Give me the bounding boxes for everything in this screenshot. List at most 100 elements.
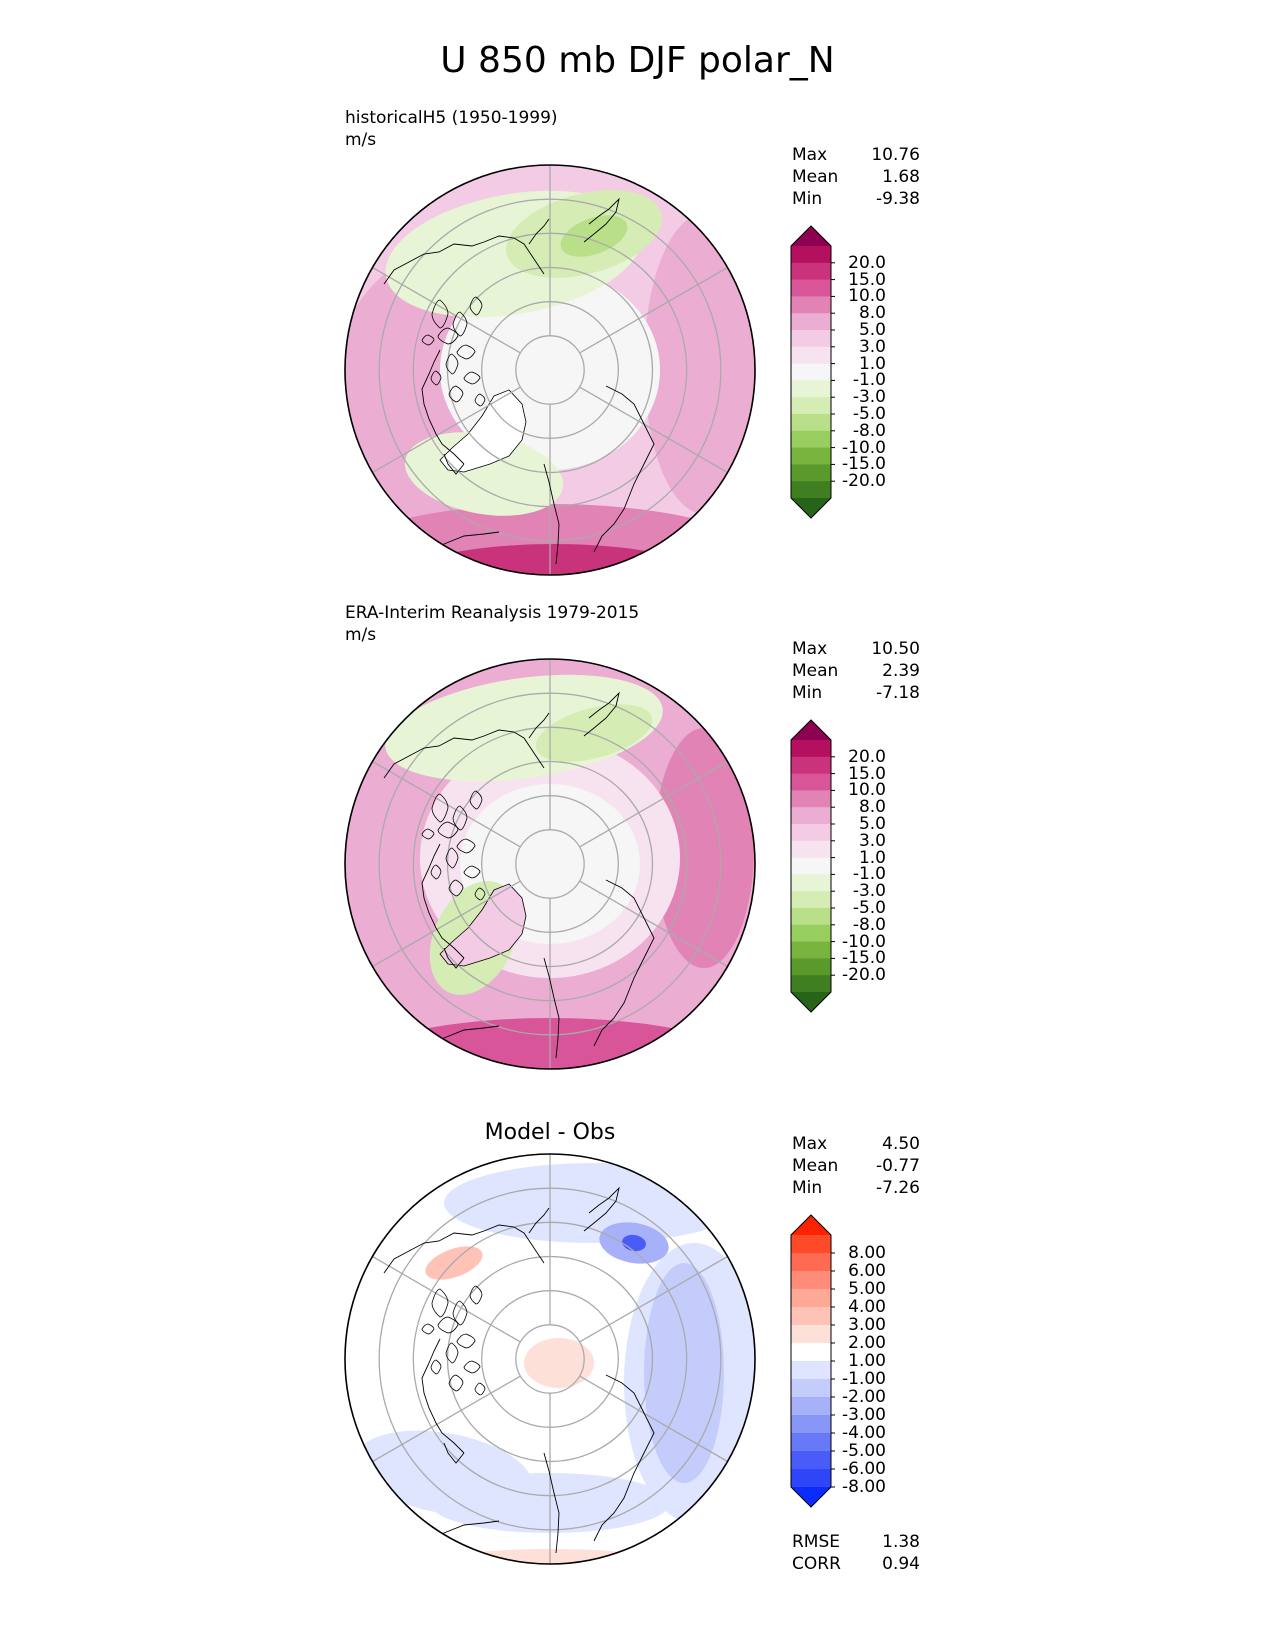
colorbar-swatch xyxy=(791,908,831,926)
island-coastline xyxy=(452,1300,468,1326)
obs-colorbar xyxy=(790,719,835,1013)
coastline-segment xyxy=(421,1338,465,1454)
colorbar-swatch xyxy=(791,1451,831,1470)
obs-polar-map xyxy=(344,658,756,1070)
meridian-line xyxy=(579,1375,728,1463)
negative-difference-region xyxy=(644,1263,724,1483)
island-coastline xyxy=(421,334,435,346)
colorbar-swatch xyxy=(791,807,831,825)
island-coastline xyxy=(437,1316,459,1334)
island-coastline xyxy=(474,393,486,407)
obs-stat-min: Min -7.18 xyxy=(792,683,920,703)
graticule xyxy=(372,165,728,575)
colorbar-tick-label: -8.00 xyxy=(842,1477,886,1497)
colorbar-tick-label: -3.0 xyxy=(852,387,886,408)
colorbar-tick-label: -5.0 xyxy=(852,898,886,918)
colorbar-swatch xyxy=(791,279,831,297)
coastline-segment xyxy=(421,349,465,465)
island-coastline xyxy=(430,370,442,386)
meridian-line xyxy=(372,880,521,968)
colorbar-swatch xyxy=(791,330,831,348)
meridian-line xyxy=(372,1375,521,1463)
colorbar-tick-label: -5.00 xyxy=(842,1441,886,1461)
island-coastline xyxy=(431,299,449,329)
coastline-segment xyxy=(421,843,465,959)
positive-wind-region xyxy=(644,214,755,514)
coastline xyxy=(383,1186,655,1564)
island-coastline xyxy=(437,327,459,345)
map-field xyxy=(345,165,755,575)
colorbar-swatch xyxy=(791,1415,831,1434)
coastline-segment xyxy=(383,235,545,285)
colorbar-swatch xyxy=(791,1469,831,1488)
coastline-segment xyxy=(543,463,560,565)
colorbar-swatch xyxy=(791,262,831,281)
map-boundary xyxy=(344,658,756,1070)
colorbar-tick-label: 3.0 xyxy=(858,336,886,357)
colorbar-tick-label: -6.00 xyxy=(842,1459,886,1479)
colorbar-tick-label: 4.00 xyxy=(848,1297,886,1317)
map-boundary xyxy=(344,1153,756,1565)
colorbar-swatch xyxy=(791,346,831,365)
diff-panel-title: Model - Obs xyxy=(484,1120,616,1145)
colorbar-swatch xyxy=(791,1253,831,1272)
negative-wind-region xyxy=(404,432,564,516)
colorbar-tick-label: -4.00 xyxy=(842,1423,886,1443)
colorbar-swatch xyxy=(791,246,831,264)
model-colorbar xyxy=(790,225,835,519)
meridian-line xyxy=(579,760,728,848)
negative-wind-region xyxy=(535,704,653,762)
model-polar-map xyxy=(344,164,756,576)
coastline-segment xyxy=(583,691,620,737)
colorbar-swatch xyxy=(791,414,831,432)
colorbar-swatch xyxy=(791,1271,831,1290)
diff-stat-mean: Mean -0.77 xyxy=(792,1156,920,1176)
colorbar-tick-label: -15.0 xyxy=(842,948,886,969)
colorbar-top-extension xyxy=(791,720,831,740)
island-coastline xyxy=(431,793,449,823)
island-coastline xyxy=(445,353,459,375)
meridian-line xyxy=(372,1255,521,1343)
obs-panel-title: ERA-Interim Reanalysis 1979-2015 m/s xyxy=(345,602,639,646)
colorbar-swatch xyxy=(791,740,831,758)
colorbar-top-extension xyxy=(791,226,831,246)
positive-difference-region xyxy=(524,1338,594,1388)
colorbar-tick-label: -1.0 xyxy=(852,864,886,885)
model-panel-title: historicalH5 (1950-1999) m/s xyxy=(345,107,558,151)
meridian-line xyxy=(372,760,521,848)
map-field xyxy=(345,1154,755,1564)
obs-stat-max: Max 10.50 xyxy=(792,639,920,659)
coastline-segment xyxy=(593,1374,655,1542)
colorbar-swatch xyxy=(791,1325,831,1344)
colorbar-tick-label: 8.0 xyxy=(858,797,886,818)
colorbar-swatch xyxy=(791,958,831,976)
figure-title: U 850 mb DJF polar_N xyxy=(440,40,835,81)
colorbar-tick-label: 10.0 xyxy=(848,780,886,801)
diff-metric-corr: CORR 0.94 xyxy=(792,1554,920,1574)
colorbar-tick-label: -20.0 xyxy=(842,471,886,492)
meridian-line xyxy=(579,880,728,968)
colorbar-top-extension xyxy=(791,1215,831,1235)
colorbar-swatch xyxy=(791,363,831,381)
meridian-line xyxy=(372,386,521,474)
strong-negative-wind-region xyxy=(560,215,628,257)
colorbar-tick-label: 6.00 xyxy=(848,1261,886,1281)
coastline-segment xyxy=(543,1452,560,1554)
island-coastline xyxy=(421,1323,435,1335)
colorbar-swatch xyxy=(791,975,831,993)
colorbar-swatch xyxy=(791,430,831,449)
coastline-segment xyxy=(443,1442,465,1464)
obs-dataset-label: ERA-Interim Reanalysis 1979-2015 xyxy=(345,603,640,623)
coastline-segment xyxy=(528,1207,550,1234)
colorbar-swatch xyxy=(791,380,831,398)
colorbar-tick-label: 20.0 xyxy=(848,252,886,273)
colorbar-tick-label: -1.0 xyxy=(852,370,886,391)
island-coastline xyxy=(469,1285,483,1305)
diff-stat-min: Min -7.26 xyxy=(792,1178,920,1198)
island-coastline xyxy=(456,344,476,360)
island-coastline xyxy=(463,1360,481,1374)
coastline-segment xyxy=(383,1224,545,1274)
colorbar-tick-label: 15.0 xyxy=(848,763,886,784)
colorbar-swatch xyxy=(791,824,831,842)
positive-difference-region xyxy=(425,1246,483,1280)
